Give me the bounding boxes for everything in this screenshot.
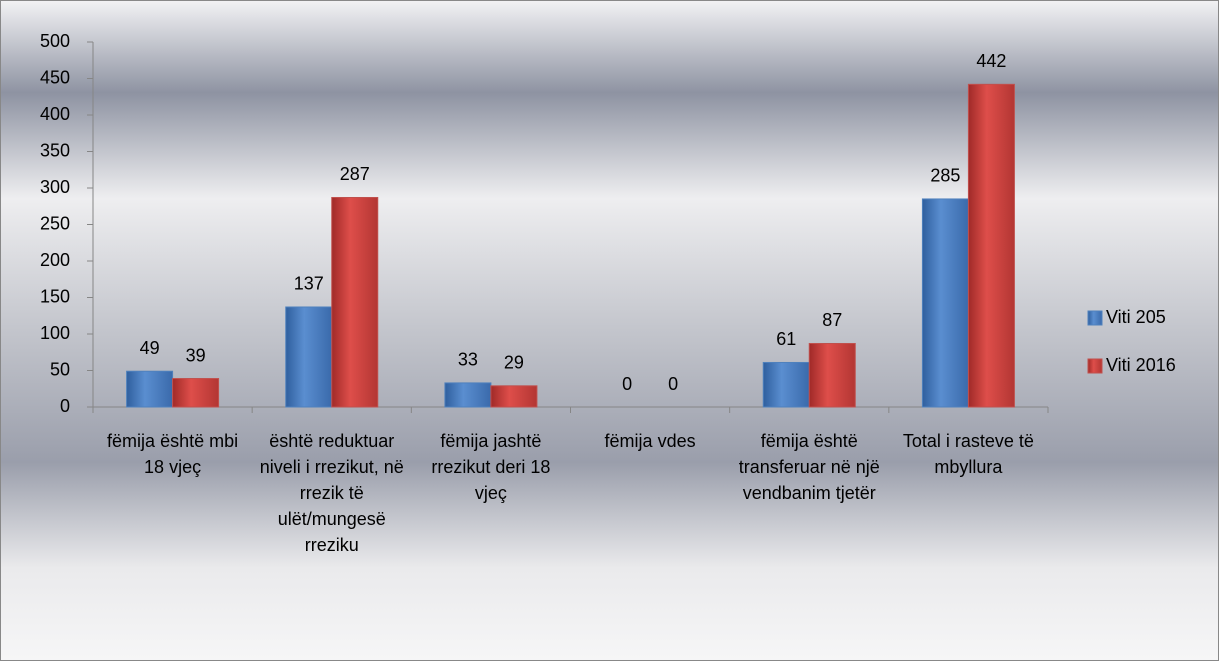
data-label: 442 [976, 51, 1006, 71]
legend-label: Viti 205 [1106, 307, 1166, 327]
data-label: 287 [340, 164, 370, 184]
bar [967, 83, 1015, 408]
bar [762, 361, 810, 408]
y-tick-label: 50 [50, 359, 70, 379]
bar [331, 196, 379, 408]
y-tick-label: 350 [40, 140, 70, 160]
x-tick-label: është reduktuar niveli i rrezikut, në rr… [259, 431, 404, 555]
legend-label: Viti 2016 [1106, 355, 1176, 375]
y-tick-label: 300 [40, 177, 70, 197]
bar [285, 306, 333, 408]
data-label: 87 [822, 310, 842, 330]
y-tick-label: 150 [40, 286, 70, 306]
x-tick-label: fëmija është mbi 18 vjeç [107, 431, 239, 477]
data-label: 137 [294, 274, 324, 294]
x-tick-label: fëmija është transferuar në një vendbani… [738, 431, 880, 503]
y-tick-label: 500 [40, 31, 70, 51]
legend-swatch [1087, 358, 1103, 374]
data-label: 39 [186, 345, 206, 365]
y-tick-label: 400 [40, 104, 70, 124]
data-label: 285 [930, 166, 960, 186]
bar [808, 342, 856, 408]
bar [490, 385, 538, 408]
bar [921, 198, 969, 408]
bar [126, 370, 174, 408]
data-label: 49 [140, 338, 160, 358]
y-tick-label: 250 [40, 213, 70, 233]
bar [444, 382, 492, 408]
bar [172, 378, 220, 408]
x-tick-label: Total i rasteve të mbyllura [902, 431, 1034, 477]
data-label: 33 [458, 350, 478, 370]
data-label: 0 [668, 374, 678, 394]
y-tick-label: 450 [40, 67, 70, 87]
data-label: 61 [776, 329, 796, 349]
x-tick-label: fëmija vdes [604, 431, 696, 451]
data-label: 0 [622, 374, 632, 394]
y-tick-label: 100 [40, 323, 70, 343]
y-tick-label: 0 [60, 396, 70, 416]
legend-swatch [1087, 310, 1103, 326]
data-label: 29 [504, 353, 524, 373]
y-tick-label: 200 [40, 250, 70, 270]
x-tick-label: fëmija jashtë rrezikut deri 18 vjeç [431, 431, 551, 503]
